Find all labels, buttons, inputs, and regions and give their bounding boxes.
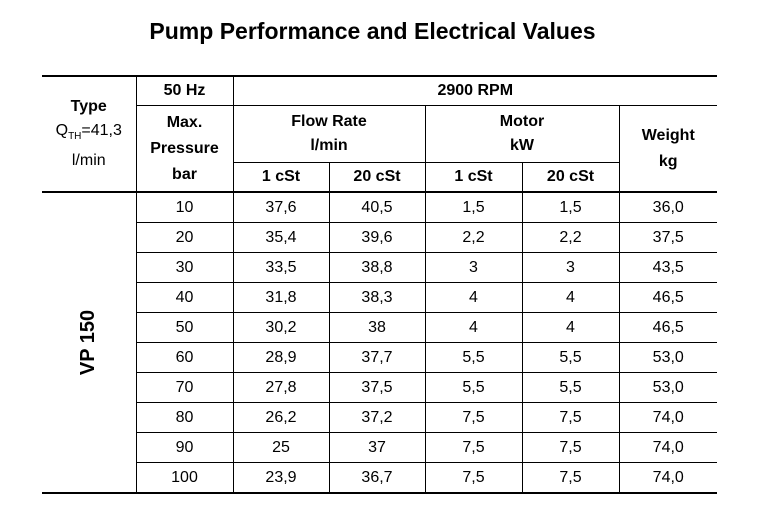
flow-20cst-cell: 36,7 [329, 462, 426, 494]
flow-1cst-cell: 23,9 [233, 462, 330, 494]
weight-cell: 46,5 [619, 282, 717, 313]
frequency-header: 50 Hz [136, 75, 234, 106]
type-header-cell: Type QTH=41,3 l/min [42, 75, 137, 193]
rpm-header: 2900 RPM [233, 75, 717, 106]
flow-20cst-cell: 37 [329, 432, 426, 463]
motor-20cst-header: 20 cSt [521, 162, 620, 193]
motor-1cst-cell: 7,5 [425, 432, 523, 463]
pump-spec-table: Type QTH=41,3 l/min 50 Hz 2900 RPM Max. … [42, 75, 717, 494]
pressure-cell: 60 [135, 342, 234, 373]
flow-1cst-cell: 35,4 [233, 222, 330, 253]
pressure-cell: 30 [135, 252, 234, 283]
weight-cell: 74,0 [619, 432, 717, 463]
table-row: 20 35,4 39,6 2,2 2,2 37,5 [42, 222, 717, 253]
pressure-cell: 10 [135, 191, 234, 223]
weight-cell: 74,0 [619, 402, 717, 433]
table-row: 30 33,5 38,8 3 3 43,5 [42, 252, 717, 283]
table-row: 70 27,8 37,5 5,5 5,5 53,0 [42, 372, 717, 403]
flow-1cst-cell: 27,8 [233, 372, 330, 403]
flow-20cst-cell: 38,3 [329, 282, 426, 313]
type-unit: l/min [71, 152, 106, 170]
motor-1cst-cell: 2,2 [425, 222, 523, 253]
flow-1cst-cell: 28,9 [233, 342, 330, 373]
flow-1cst-cell: 26,2 [233, 402, 330, 433]
flow-1cst-cell: 37,6 [233, 191, 330, 223]
max-pressure-header: Max. Pressure bar [136, 105, 234, 193]
flow-rate-header: Flow Rate l/min [233, 105, 426, 163]
page-title: Pump Performance and Electrical Values [149, 18, 596, 44]
flow-20cst-cell: 39,6 [329, 222, 426, 253]
motor-20cst-cell: 2,2 [522, 222, 620, 253]
table-row: 60 28,9 37,7 5,5 5,5 53,0 [42, 342, 717, 373]
flow-1cst-header: 1 cSt [232, 162, 330, 193]
flow-1cst-cell: 25 [233, 432, 330, 463]
table-row: VP 150 10 37,6 40,5 1,5 1,5 36,0 [42, 191, 717, 494]
motor-1cst-cell: 5,5 [425, 372, 523, 403]
motor-20cst-cell: 3 [522, 252, 620, 283]
motor-20cst-cell: 7,5 [522, 402, 620, 433]
flow-20cst-cell: 38 [329, 312, 426, 343]
weight-cell: 37,5 [619, 222, 717, 253]
weight-header: Weight kg [619, 105, 717, 193]
table-row: 100 23,9 36,7 7,5 7,5 74,0 [42, 462, 717, 494]
weight-cell: 46,5 [619, 312, 717, 343]
flow-1cst-cell: 31,8 [233, 282, 330, 313]
motor-1cst-cell: 4 [425, 282, 523, 313]
motor-20cst-cell: 4 [522, 282, 620, 313]
motor-20cst-cell: 5,5 [522, 372, 620, 403]
table-row: 80 26,2 37,2 7,5 7,5 74,0 [42, 402, 717, 433]
pressure-cell: 40 [135, 282, 234, 313]
flow-1cst-cell: 30,2 [233, 312, 330, 343]
weight-cell: 53,0 [619, 342, 717, 373]
flow-20cst-cell: 40,5 [329, 191, 426, 223]
pressure-cell: 70 [135, 372, 234, 403]
flow-20cst-cell: 37,7 [329, 342, 426, 373]
model-label-cell: VP 150 [42, 192, 137, 494]
motor-20cst-cell: 5,5 [522, 342, 620, 373]
motor-1cst-cell: 3 [425, 252, 523, 283]
pressure-cell: 50 [135, 312, 234, 343]
table-row: 50 30,2 38 4 4 46,5 [42, 312, 717, 343]
motor-1cst-cell: 5,5 [425, 342, 523, 373]
motor-20cst-cell: 7,5 [522, 432, 620, 463]
type-label: Type [70, 97, 107, 115]
flow-20cst-cell: 37,2 [329, 402, 426, 433]
motor-1cst-cell: 4 [425, 312, 523, 343]
flow-20cst-header: 20 cSt [328, 162, 426, 193]
pressure-cell: 100 [135, 462, 234, 494]
motor-1cst-cell: 7,5 [425, 462, 523, 494]
weight-cell: 53,0 [619, 372, 717, 403]
motor-1cst-cell: 7,5 [425, 402, 523, 433]
pressure-cell: 80 [135, 402, 234, 433]
table-row: 40 31,8 38,3 4 4 46,5 [42, 282, 717, 313]
motor-20cst-cell: 7,5 [522, 462, 620, 494]
motor-header: Motor kW [425, 105, 620, 163]
model-label: VP 150 [77, 309, 100, 376]
weight-cell: 74,0 [619, 462, 717, 494]
motor-1cst-cell: 1,5 [425, 191, 523, 223]
pressure-cell: 90 [135, 432, 234, 463]
flow-20cst-cell: 37,5 [329, 372, 426, 403]
motor-20cst-cell: 1,5 [522, 191, 620, 223]
motor-20cst-cell: 4 [522, 312, 620, 343]
type-flow-rating: QTH=41,3 [55, 121, 122, 143]
flow-20cst-cell: 38,8 [329, 252, 426, 283]
motor-1cst-header: 1 cSt [424, 162, 523, 193]
weight-cell: 43,5 [619, 252, 717, 283]
flow-1cst-cell: 33,5 [233, 252, 330, 283]
pressure-cell: 20 [135, 222, 234, 253]
table-row: 90 25 37 7,5 7,5 74,0 [42, 432, 717, 463]
weight-cell: 36,0 [619, 191, 717, 223]
